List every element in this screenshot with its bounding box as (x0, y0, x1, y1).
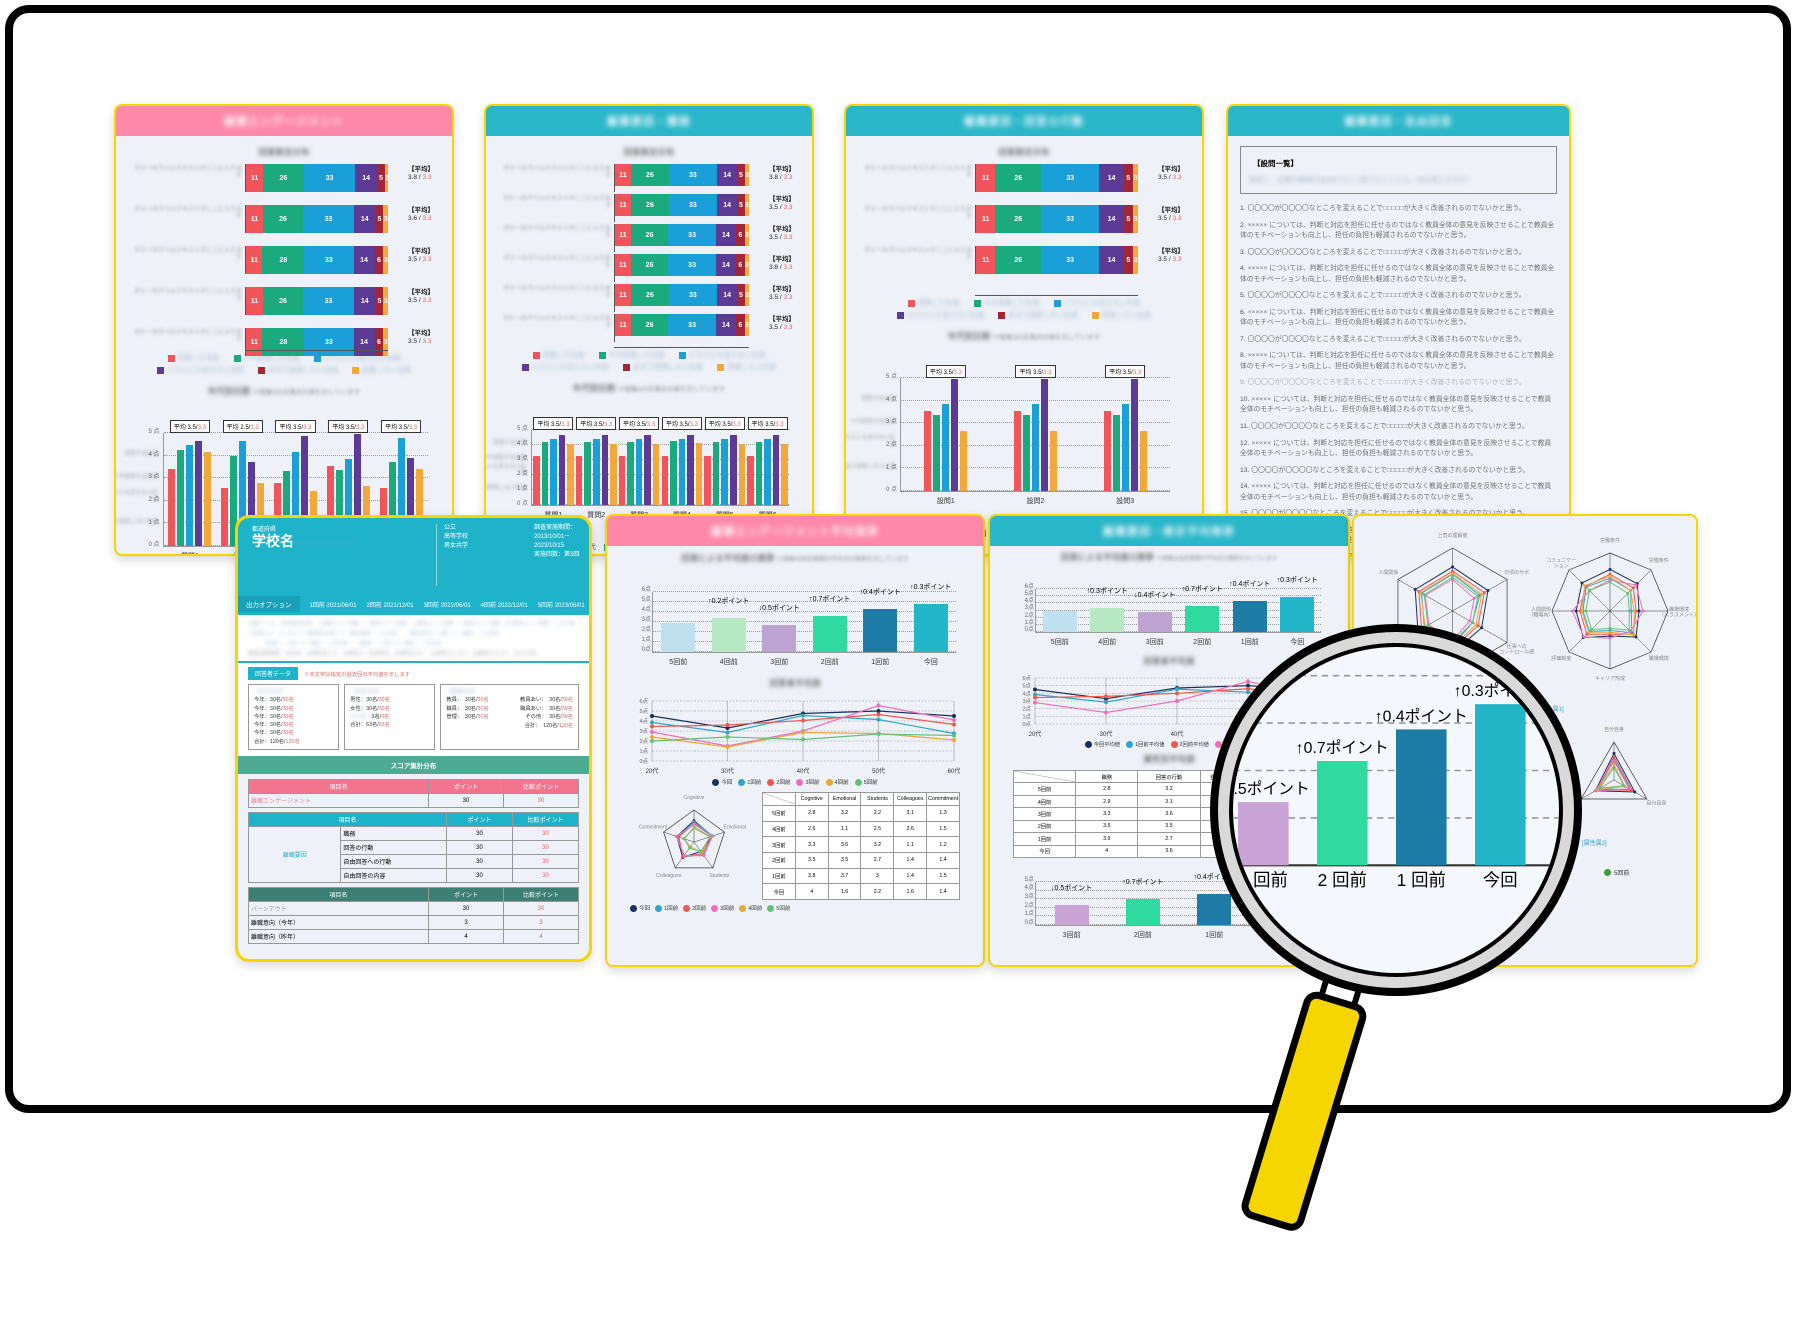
svg-text:6点: 6点 (1022, 675, 1031, 682)
svg-text:労働条件: 労働条件 (1649, 557, 1669, 564)
svg-text:30代: 30代 (721, 767, 734, 775)
svg-text:5点: 5点 (639, 708, 648, 715)
svg-text:2点: 2点 (639, 738, 648, 745)
svg-text:自分自身: 自分自身 (1604, 726, 1624, 733)
svg-text:40代: 40代 (1171, 730, 1184, 738)
svg-text:職場環境（ハラスメント）: 職場環境（ハラスメント） (1659, 606, 1698, 619)
svg-text:人間関係（職場内）: 人間関係（職場内） (1528, 606, 1553, 619)
svg-text:業務の負担度: 業務の負担度 (1437, 680, 1467, 687)
svg-text:20代: 20代 (646, 767, 659, 775)
svg-text:4点: 4点 (639, 718, 648, 725)
svg-text:自分自身: 自分自身 (1562, 800, 1582, 807)
svg-text:3点: 3点 (1022, 698, 1031, 705)
svg-text:1点: 1点 (639, 748, 648, 755)
svg-text:Emotional: Emotional (724, 825, 746, 831)
svg-text:キャリア形成: キャリア形成 (1595, 675, 1625, 682)
svg-text:職場環境: 職場環境 (1649, 655, 1669, 662)
svg-text:5点: 5点 (1022, 683, 1031, 690)
svg-text:60代: 60代 (948, 767, 960, 775)
svg-text:6点: 6点 (639, 698, 648, 705)
svg-text:30代: 30代 (1100, 730, 1113, 738)
svg-text:タスクの明確さ: タスクの明確さ (1371, 643, 1406, 650)
svg-text:Students: Students (709, 873, 729, 879)
svg-text:60代: 60代 (1313, 730, 1325, 738)
svg-text:評価制度: 評価制度 (1551, 655, 1571, 662)
svg-text:1点: 1点 (1022, 713, 1031, 720)
svg-text:40代: 40代 (797, 767, 810, 775)
svg-text:上司の理解度: 上司の理解度 (1437, 532, 1467, 539)
svg-text:2点: 2点 (1022, 706, 1031, 713)
svg-text:コミュニケーション: コミュニケーション (1546, 557, 1576, 570)
svg-text:3点: 3点 (639, 728, 648, 735)
svg-text:Cognitive: Cognitive (684, 795, 705, 801)
svg-text:人間関係: 人間関係 (1378, 569, 1398, 576)
svg-text:Colleagues: Colleagues (656, 873, 682, 879)
svg-text:Commitment: Commitment (639, 825, 668, 831)
svg-text:労働条件: 労働条件 (1600, 537, 1620, 544)
svg-text:0点: 0点 (639, 758, 648, 765)
svg-text:50代: 50代 (1242, 730, 1255, 738)
svg-text:50代: 50代 (872, 767, 885, 775)
svg-text:20代: 20代 (1029, 730, 1042, 738)
svg-text:4点: 4点 (1022, 690, 1031, 697)
svg-text:0点: 0点 (1022, 721, 1031, 728)
svg-text:自分自身: 自分自身 (1646, 800, 1666, 807)
